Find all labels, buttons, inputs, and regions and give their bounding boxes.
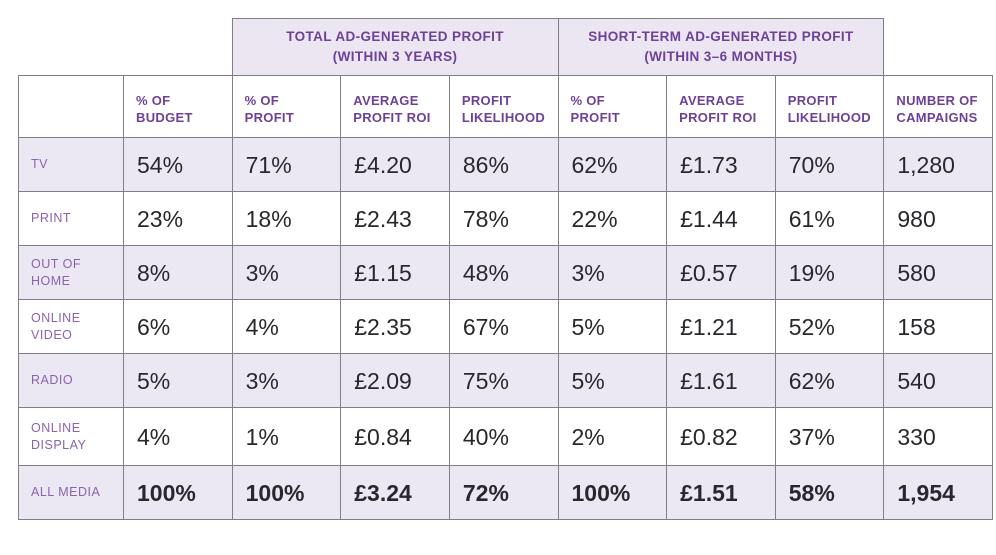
table-row-tv: TV 54% 71% £4.20 86% 62% £1.73 70% 1,280: [18, 137, 993, 192]
group-header-line: TOTAL AD-GENERATED PROFIT: [286, 28, 504, 44]
table-row-out-of-home: OUT OF HOME 8% 3% £1.15 48% 3% £0.57 19%…: [18, 245, 993, 300]
table-cell: £2.43: [340, 191, 450, 246]
group-header-total-profit: TOTAL AD-GENERATED PROFIT (WITHIN 3 YEAR…: [231, 18, 559, 76]
table-cell: 58%: [774, 465, 885, 520]
table-cell: 48%: [448, 245, 559, 300]
column-header-row: % OF BUDGET % OF PROFIT AVERAGE PROFIT R…: [18, 75, 993, 138]
table-cell: 8%: [123, 245, 233, 300]
table-cell: 62%: [774, 353, 885, 408]
column-header-pct-profit-short: % OF PROFIT: [557, 75, 668, 138]
group-header-row: TOTAL AD-GENERATED PROFIT (WITHIN 3 YEAR…: [18, 18, 993, 76]
table-cell: £2.09: [340, 353, 450, 408]
table-cell: 72%: [448, 465, 559, 520]
table-cell: 5%: [123, 353, 233, 408]
table-cell: 540: [883, 353, 993, 408]
table-row-online-display: ONLINE DISPLAY 4% 1% £0.84 40% 2% £0.82 …: [18, 407, 993, 466]
spacer-cell: [883, 18, 993, 76]
table-cell: 100%: [557, 465, 668, 520]
table-cell: 1,954: [883, 465, 993, 520]
table-row-online-video: ONLINE VIDEO 6% 4% £2.35 67% 5% £1.21 52…: [18, 299, 993, 354]
table-cell: 62%: [557, 137, 668, 192]
table-cell: 5%: [557, 299, 668, 354]
table-cell: 22%: [557, 191, 668, 246]
table-cell: 2%: [557, 407, 668, 466]
table-cell: 75%: [448, 353, 559, 408]
table-cell: 980: [883, 191, 993, 246]
table-cell: 3%: [557, 245, 668, 300]
column-header-likelihood-total: PROFIT LIKELIHOOD: [448, 75, 559, 138]
table-cell: £0.57: [666, 245, 776, 300]
table-row-all-media-total: ALL MEDIA 100% 100% £3.24 72% 100% £1.51…: [18, 465, 993, 520]
group-header-line: (WITHIN 3 YEARS): [332, 49, 458, 64]
table-cell: 40%: [448, 407, 559, 466]
table-cell: 4%: [123, 407, 233, 466]
table-row-radio: RADIO 5% 3% £2.09 75% 5% £1.61 62% 540: [18, 353, 993, 408]
column-header-likelihood-short: PROFIT LIKELIHOOD: [774, 75, 885, 138]
column-header-num-campaigns: NUMBER OF CAMPAIGNS: [883, 75, 993, 138]
table-cell: 100%: [123, 465, 233, 520]
row-label: ONLINE DISPLAY: [18, 407, 124, 466]
table-cell: £1.73: [666, 137, 776, 192]
table-cell: £2.35: [340, 299, 450, 354]
table-cell: 37%: [774, 407, 885, 466]
table-cell: £0.82: [666, 407, 776, 466]
row-label: RADIO: [18, 353, 124, 408]
table-cell: 52%: [774, 299, 885, 354]
table-cell: 67%: [448, 299, 559, 354]
table-cell: 19%: [774, 245, 885, 300]
group-header-line: (WITHIN 3–6 MONTHS): [644, 49, 798, 64]
table-cell: 71%: [231, 137, 342, 192]
table-cell: 18%: [231, 191, 342, 246]
table-cell: 100%: [231, 465, 342, 520]
column-header-pct-budget: % OF BUDGET: [123, 75, 233, 138]
table-cell: 3%: [231, 245, 342, 300]
table-cell: 78%: [448, 191, 559, 246]
table-cell: £1.44: [666, 191, 776, 246]
table-cell: 1,280: [883, 137, 993, 192]
table-cell: 4%: [231, 299, 342, 354]
corner-cell: [18, 75, 124, 138]
column-header-avg-roi-short: AVERAGE PROFIT ROI: [666, 75, 776, 138]
table-cell: 1%: [231, 407, 342, 466]
table-cell: £1.21: [666, 299, 776, 354]
row-label: PRINT: [18, 191, 124, 246]
group-header-short-term-profit: SHORT-TERM AD-GENERATED PROFIT (WITHIN 3…: [557, 18, 885, 76]
table-cell: £1.51: [666, 465, 776, 520]
table-cell: 54%: [123, 137, 233, 192]
table-cell: £1.61: [666, 353, 776, 408]
table-cell: 5%: [557, 353, 668, 408]
table-cell: 158: [883, 299, 993, 354]
row-label: OUT OF HOME: [18, 245, 124, 300]
group-header-line: SHORT-TERM AD-GENERATED PROFIT: [588, 28, 854, 44]
column-header-avg-roi-total: AVERAGE PROFIT ROI: [340, 75, 450, 138]
table-cell: 3%: [231, 353, 342, 408]
table-cell: 61%: [774, 191, 885, 246]
spacer-cell: [18, 18, 233, 76]
row-label: TV: [18, 137, 124, 192]
table-cell: £1.15: [340, 245, 450, 300]
table-row-print: PRINT 23% 18% £2.43 78% 22% £1.44 61% 98…: [18, 191, 993, 246]
table-cell: 70%: [774, 137, 885, 192]
table-cell: £0.84: [340, 407, 450, 466]
table-cell: 86%: [448, 137, 559, 192]
table-cell: 23%: [123, 191, 233, 246]
row-label: ONLINE VIDEO: [18, 299, 124, 354]
column-header-pct-profit-total: % OF PROFIT: [231, 75, 342, 138]
table-cell: 580: [883, 245, 993, 300]
media-roi-table: TOTAL AD-GENERATED PROFIT (WITHIN 3 YEAR…: [18, 18, 993, 520]
table-cell: 330: [883, 407, 993, 466]
table-cell: £4.20: [340, 137, 450, 192]
table-cell: 6%: [123, 299, 233, 354]
table-cell: £3.24: [340, 465, 450, 520]
row-label: ALL MEDIA: [18, 465, 124, 520]
